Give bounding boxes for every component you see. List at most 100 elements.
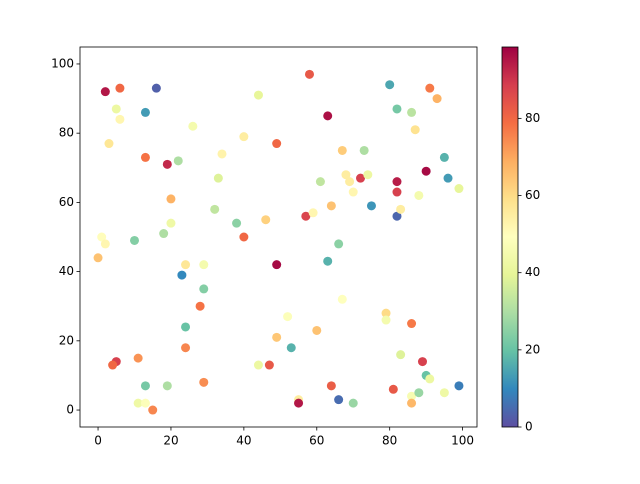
scatter-point <box>272 139 282 149</box>
scatter-point <box>410 125 420 135</box>
scatter-point <box>108 360 118 370</box>
scatter-point <box>177 270 187 280</box>
scatter-point <box>381 315 391 325</box>
scatter-point <box>133 353 143 363</box>
scatter-point <box>432 94 442 104</box>
y-tick-label: 0 <box>66 403 74 417</box>
scatter-point <box>396 350 406 360</box>
scatter-point <box>294 398 304 408</box>
scatter-point <box>359 145 369 155</box>
axes-frame <box>79 46 478 428</box>
scatter-point <box>181 260 191 270</box>
scatter-point <box>304 69 314 79</box>
y-tick-label: 40 <box>59 264 74 278</box>
scatter-point <box>388 384 398 394</box>
scatter-point <box>396 204 406 214</box>
scatter-point <box>348 398 358 408</box>
scatter-point <box>425 83 435 93</box>
scatter-point <box>286 343 296 353</box>
scatter-point <box>239 232 249 242</box>
x-tick-label: 20 <box>163 434 178 448</box>
scatter-point <box>334 395 344 405</box>
scatter-point <box>239 132 249 142</box>
scatter-point <box>315 177 325 187</box>
scatter-point <box>253 360 263 370</box>
scatter-point <box>104 139 114 149</box>
scatter-point <box>301 211 311 221</box>
scatter-point <box>264 360 274 370</box>
scatter-point <box>414 190 424 200</box>
scatter-point <box>326 381 336 391</box>
scatter-point <box>148 405 158 415</box>
scatter-point <box>454 381 464 391</box>
x-tick-label: 60 <box>309 434 324 448</box>
scatter-point <box>115 83 125 93</box>
scatter-point <box>140 107 150 117</box>
scatter-point <box>334 239 344 249</box>
scatter-point <box>199 377 209 387</box>
scatter-point <box>366 201 376 211</box>
scatter-point <box>407 391 417 401</box>
scatter-point <box>217 149 227 159</box>
scatter-point <box>385 80 395 90</box>
scatter-point <box>166 194 176 204</box>
scatter-point <box>199 284 209 294</box>
scatter-point <box>363 170 373 180</box>
scatter-point <box>213 173 223 183</box>
scatter-point <box>417 357 427 367</box>
scatter-point <box>356 173 366 183</box>
scatter-point <box>115 114 125 124</box>
scatter-point <box>392 187 402 197</box>
scatter-point <box>421 166 431 176</box>
scatter-point <box>272 260 282 270</box>
scatter-point <box>181 343 191 353</box>
colorbar <box>502 47 518 427</box>
scatter-point <box>253 90 263 100</box>
colorbar-tick-label: 60 <box>525 188 540 202</box>
scatter-point <box>323 256 333 266</box>
scatter-point <box>130 235 140 245</box>
scatter-point <box>173 156 183 166</box>
scatter-point <box>188 121 198 131</box>
scatter-point <box>407 107 417 117</box>
scatter-point <box>133 398 143 408</box>
scatter-point <box>323 111 333 121</box>
scatter-point <box>111 104 121 114</box>
x-tick-label: 40 <box>236 434 251 448</box>
scatter-point <box>93 253 103 263</box>
scatter-point <box>272 332 282 342</box>
x-tick-label: 80 <box>382 434 397 448</box>
colorbar-frame <box>501 46 519 428</box>
scatter-point <box>326 201 336 211</box>
scatter-point <box>414 388 424 398</box>
y-tick-label: 100 <box>51 56 74 70</box>
scatter-point <box>232 218 242 228</box>
scatter-point <box>341 170 351 180</box>
scatter-point <box>308 208 318 218</box>
scatter-point <box>345 177 355 187</box>
scatter-point <box>283 312 293 322</box>
colorbar-tick-label: 20 <box>525 342 540 356</box>
colorbar-tick-label: 0 <box>525 420 533 434</box>
scatter-point <box>195 301 205 311</box>
plot-area <box>93 69 464 415</box>
y-tick-label: 60 <box>59 195 74 209</box>
colorbar-tick-label: 80 <box>525 111 540 125</box>
scatter-point <box>381 308 391 318</box>
scatter-point <box>100 239 110 249</box>
scatter-point <box>337 294 347 304</box>
scatter-point <box>392 211 402 221</box>
scatter-point <box>140 381 150 391</box>
scatter-point <box>97 232 107 242</box>
scatter-point <box>348 187 358 197</box>
scatter-point <box>425 374 435 384</box>
scatter-point <box>162 159 172 169</box>
scatter-point <box>407 398 417 408</box>
scatter-point <box>100 87 110 97</box>
scatter-point <box>166 218 176 228</box>
y-tick-label: 80 <box>59 126 74 140</box>
scatter-point <box>151 83 161 93</box>
y-tick-label: 20 <box>59 333 74 347</box>
scatter-point <box>454 184 464 194</box>
